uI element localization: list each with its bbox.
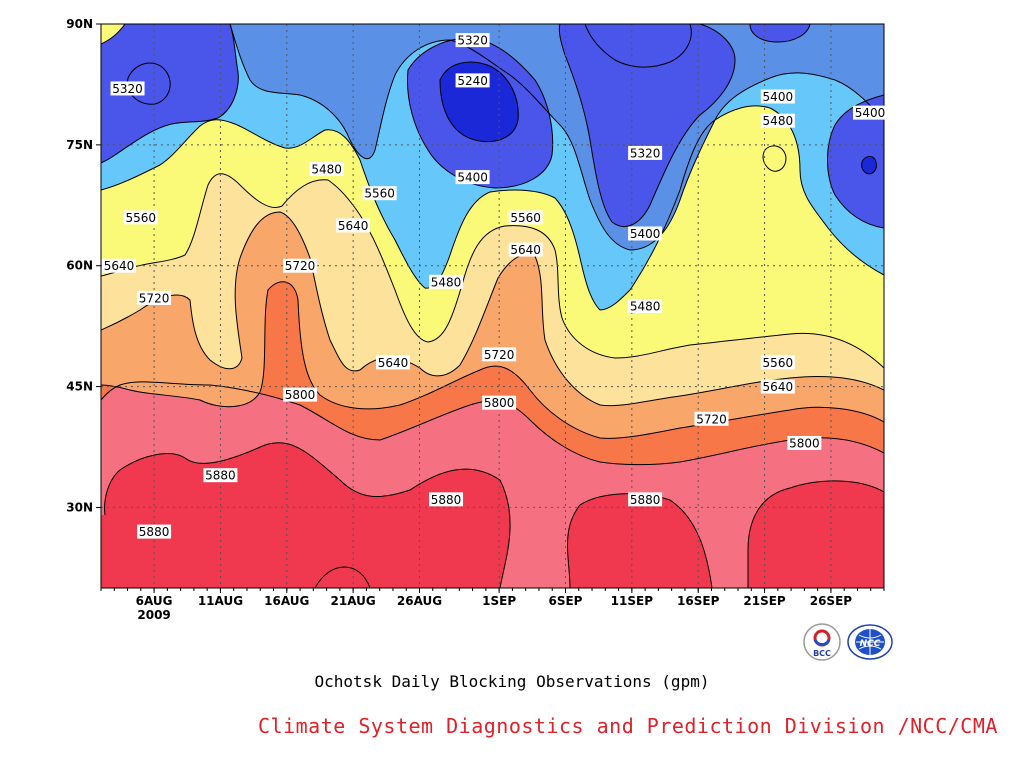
contour-label: 5720 — [139, 291, 170, 305]
chart-subtitle: Climate System Diagnostics and Predictio… — [258, 714, 998, 738]
y-tick-label: 30N — [66, 500, 93, 514]
contour-label: 5320 — [457, 34, 488, 48]
contour-label-bg — [787, 435, 822, 450]
contour-label-bg — [203, 468, 238, 483]
contour-label: 5560 — [364, 187, 395, 201]
x-tick-label: 26AUG — [397, 594, 442, 608]
contour-label: 5320 — [630, 146, 661, 160]
contour-label: 5880 — [630, 493, 661, 507]
x-tick-label: 21SEP — [743, 594, 786, 608]
x-tick-label: 6AUG — [136, 594, 173, 608]
contour-label: 5400 — [630, 227, 661, 241]
contour-label-bg — [694, 411, 729, 426]
x-tick-label: 11SEP — [611, 594, 654, 608]
contour-label-bg — [628, 492, 663, 507]
contour-label: 5480 — [763, 114, 794, 128]
x-tick-label: 16SEP — [677, 594, 720, 608]
band-nw-corner — [101, 24, 125, 44]
bcc-logo: BCC — [802, 622, 842, 662]
contour-fill-layer — [101, 24, 884, 588]
contour-label: 5640 — [338, 219, 369, 233]
contour-label-bg — [853, 105, 887, 120]
y-tick-label: 75N — [66, 138, 93, 152]
contour-label-bg — [482, 395, 517, 410]
chart-title: Ochotsk Daily Blocking Observations (gpm… — [314, 672, 710, 691]
contour-label-bg — [628, 226, 663, 241]
y-axis: 30N 45N 60N 75N 90N — [66, 17, 101, 514]
contour-label: 5400 — [457, 171, 488, 185]
y-tick-label: 45N — [66, 380, 93, 394]
contour-label: 5560 — [763, 356, 794, 370]
band-5320-inner-north — [585, 24, 692, 68]
contour-label-bg — [362, 186, 397, 201]
contour-label: 5400 — [763, 90, 794, 104]
contour-label-bg — [283, 258, 318, 273]
y-tick-label: 60N — [66, 259, 93, 273]
x-tick-label: 11AUG — [198, 594, 243, 608]
contour-label: 5480 — [630, 300, 661, 314]
contour-label-bg — [375, 355, 410, 370]
contour-label: 5800 — [484, 396, 515, 410]
contour-label-bg — [336, 218, 371, 233]
contour-label-bg — [508, 242, 543, 257]
contour-label-bg — [760, 89, 795, 104]
contour-label-bg — [309, 162, 344, 177]
ncc-logo: NCC — [846, 622, 894, 662]
contour-label-bg — [137, 290, 172, 305]
contour-label: 5480 — [431, 275, 462, 289]
contour-label-bg — [455, 33, 490, 48]
contour-label-bg — [283, 387, 318, 402]
contour-label: 5640 — [378, 356, 409, 370]
contour-label: 5400 — [855, 106, 886, 120]
band-5320-east-pocket — [861, 156, 877, 174]
contour-label: 5640 — [763, 380, 794, 394]
contour-label: 5640 — [104, 259, 135, 273]
plot-frame — [100, 23, 885, 589]
x-tick-label: 1SEP — [482, 594, 516, 608]
contour-labels: 5320 5480 5560 5560 5640 5640 5720 5720 5640 5800… — [102, 33, 887, 539]
ncc-logo-text: NCC — [860, 639, 881, 649]
contour-label: 5720 — [484, 348, 515, 362]
contour-label-bg — [628, 299, 663, 313]
contour-label: 5480 — [311, 163, 342, 177]
contour-label-bg — [137, 524, 172, 539]
bcc-logo-text: BCC — [813, 649, 831, 658]
contour-label-bg — [429, 492, 464, 507]
contour-label-bg — [482, 347, 517, 362]
contour-label: 5800 — [285, 388, 316, 402]
x-tick-label: 16AUG — [264, 594, 309, 608]
contour-label: 5800 — [789, 436, 820, 450]
contour-label: 5560 — [126, 211, 157, 225]
contour-label: 5640 — [510, 243, 541, 257]
contour-label: 5880 — [139, 525, 170, 539]
contour-label-bg — [455, 73, 490, 88]
contour-label: 5720 — [696, 412, 727, 426]
contour-label-bg — [110, 81, 145, 96]
contour-label: 5560 — [510, 211, 541, 225]
contour-label: 5880 — [205, 469, 236, 483]
contour-label: 5320 — [112, 82, 143, 96]
x-tick-label: 26SEP — [810, 594, 853, 608]
contour-label-bg — [102, 258, 136, 273]
contour-label: 5720 — [285, 259, 316, 273]
x-year-label: 2009 — [137, 608, 170, 622]
contour-label-bg — [123, 210, 158, 225]
contour-label-bg — [760, 379, 795, 394]
contour-label-bg — [508, 210, 543, 225]
contour-label: 5880 — [431, 493, 462, 507]
contour-label-bg — [760, 113, 795, 128]
contour-label-bg — [760, 355, 795, 370]
contour-label-bg — [429, 274, 464, 289]
x-tick-label: 6SEP — [548, 594, 582, 608]
contour-label-bg — [628, 145, 663, 160]
contour-label-bg — [455, 170, 490, 185]
contour-label: 5240 — [457, 74, 488, 88]
x-tick-label: 21AUG — [331, 594, 376, 608]
y-tick-label: 90N — [66, 17, 93, 31]
band-5480-5560-small — [763, 145, 786, 172]
